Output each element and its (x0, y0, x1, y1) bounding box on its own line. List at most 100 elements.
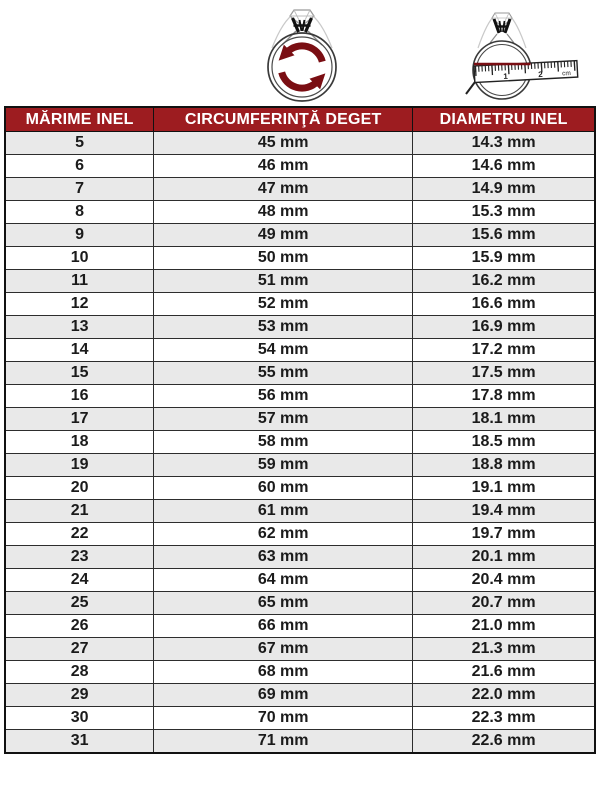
table-row: 26 66 mm 21.0 mm (4, 614, 596, 638)
table-row: 8 48 mm 15.3 mm (4, 200, 596, 224)
circumference-cell: 56 mm (153, 384, 414, 408)
diameter-cell: 20.7 mm (412, 591, 596, 615)
diameter-cell: 21.6 mm (412, 660, 596, 684)
diameter-cell: 22.6 mm (412, 729, 596, 754)
ring-size-cell: 22 (4, 522, 155, 546)
table-row: 28 68 mm 21.6 mm (4, 660, 596, 684)
ring-size-cell: 6 (4, 154, 155, 178)
ring-size-cell: 25 (4, 591, 155, 615)
circumference-icon-cell (158, 6, 418, 104)
table-row: 25 65 mm 20.7 mm (4, 591, 596, 615)
ring-size-cell: 14 (4, 338, 155, 362)
diameter-cell: 18.8 mm (412, 453, 596, 477)
table-row: 10 50 mm 15.9 mm (4, 246, 596, 270)
header-ring-size: MĂRIME INEL (4, 106, 155, 132)
table-row: 20 60 mm 19.1 mm (4, 476, 596, 500)
table-row: 19 59 mm 18.8 mm (4, 453, 596, 477)
ring-size-cell: 31 (4, 729, 155, 754)
diameter-cell: 17.5 mm (412, 361, 596, 385)
circumference-cell: 69 mm (153, 683, 414, 707)
diameter-cell: 17.8 mm (412, 384, 596, 408)
table-row: 16 56 mm 17.8 mm (4, 384, 596, 408)
ring-size-cell: 9 (4, 223, 155, 247)
ring-size-cell: 17 (4, 407, 155, 431)
table-row: 12 52 mm 16.6 mm (4, 292, 596, 316)
circumference-cell: 57 mm (153, 407, 414, 431)
ring-size-cell: 8 (4, 200, 155, 224)
diameter-cell: 21.0 mm (412, 614, 596, 638)
circumference-cell: 67 mm (153, 637, 414, 661)
circumference-cell: 50 mm (153, 246, 414, 270)
circumference-cell: 62 mm (153, 522, 414, 546)
diameter-cell: 15.9 mm (412, 246, 596, 270)
ring-size-cell: 18 (4, 430, 155, 454)
header-circumference: CIRCUMFERINŢĂ DEGET (153, 106, 414, 132)
size-table-body: 5 45 mm 14.3 mm 6 46 mm 14.6 mm 7 47 mm … (4, 131, 596, 754)
circumference-cell: 63 mm (153, 545, 414, 569)
circumference-cell: 65 mm (153, 591, 414, 615)
circumference-cell: 48 mm (153, 200, 414, 224)
table-row: 13 53 mm 16.9 mm (4, 315, 596, 339)
circumference-cell: 47 mm (153, 177, 414, 201)
table-row: 21 61 mm 19.4 mm (4, 499, 596, 523)
ring-size-cell: 26 (4, 614, 155, 638)
diameter-cell: 20.4 mm (412, 568, 596, 592)
diameter-cell: 18.5 mm (412, 430, 596, 454)
diameter-icon-cell: 1 2 cm (418, 6, 605, 104)
ring-size-cell: 10 (4, 246, 155, 270)
ring-size-cell: 20 (4, 476, 155, 500)
circumference-cell: 68 mm (153, 660, 414, 684)
icons-row: 1 2 cm (0, 0, 616, 106)
rotate-arrow-bottom (277, 71, 325, 92)
circumference-cell: 54 mm (153, 338, 414, 362)
table-row: 9 49 mm 15.6 mm (4, 223, 596, 247)
diameter-cell: 14.9 mm (412, 177, 596, 201)
diameter-cell: 19.4 mm (412, 499, 596, 523)
table-row: 7 47 mm 14.9 mm (4, 177, 596, 201)
diameter-cell: 14.3 mm (412, 131, 596, 155)
ring-size-cell: 19 (4, 453, 155, 477)
ruler-label-2: 2 (538, 70, 543, 79)
ring-size-cell: 23 (4, 545, 155, 569)
ring-size-cell: 12 (4, 292, 155, 316)
table-row: 14 54 mm 17.2 mm (4, 338, 596, 362)
table-header: MĂRIME INEL CIRCUMFERINŢĂ DEGET DIAMETRU… (4, 106, 596, 132)
circumference-cell: 64 mm (153, 568, 414, 592)
circumference-cell: 55 mm (153, 361, 414, 385)
header-diameter: DIAMETRU INEL (412, 106, 596, 132)
table-row: 24 64 mm 20.4 mm (4, 568, 596, 592)
ring-size-table: MĂRIME INEL CIRCUMFERINŢĂ DEGET DIAMETRU… (4, 106, 596, 754)
diameter-cell: 22.0 mm (412, 683, 596, 707)
ring-diameter-icon: 1 2 cm (464, 12, 578, 100)
circumference-cell: 51 mm (153, 269, 414, 293)
table-row: 23 63 mm 20.1 mm (4, 545, 596, 569)
ruler-label-1: 1 (503, 72, 508, 81)
table-row: 31 71 mm 22.6 mm (4, 729, 596, 754)
table-row: 18 58 mm 18.5 mm (4, 430, 596, 454)
diameter-cell: 15.6 mm (412, 223, 596, 247)
table-row: 15 55 mm 17.5 mm (4, 361, 596, 385)
table-row: 27 67 mm 21.3 mm (4, 637, 596, 661)
circumference-cell: 45 mm (153, 131, 414, 155)
table-row: 29 69 mm 22.0 mm (4, 683, 596, 707)
diameter-cell: 16.2 mm (412, 269, 596, 293)
table-row: 22 62 mm 19.7 mm (4, 522, 596, 546)
diameter-cell: 21.3 mm (412, 637, 596, 661)
ring-size-cell: 21 (4, 499, 155, 523)
ring-size-cell: 5 (4, 131, 155, 155)
ring-size-cell: 11 (4, 269, 155, 293)
circumference-cell: 59 mm (153, 453, 414, 477)
header-row: MĂRIME INEL CIRCUMFERINŢĂ DEGET DIAMETRU… (4, 106, 596, 132)
diameter-cell: 15.3 mm (412, 200, 596, 224)
diameter-cell: 18.1 mm (412, 407, 596, 431)
circumference-cell: 66 mm (153, 614, 414, 638)
circumference-cell: 49 mm (153, 223, 414, 247)
ring-size-cell: 29 (4, 683, 155, 707)
table-row: 30 70 mm 22.3 mm (4, 706, 596, 730)
table-row: 6 46 mm 14.6 mm (4, 154, 596, 178)
diameter-cell: 14.6 mm (412, 154, 596, 178)
circumference-cell: 53 mm (153, 315, 414, 339)
rotate-arrow-top (278, 42, 326, 63)
ring-size-cell: 24 (4, 568, 155, 592)
